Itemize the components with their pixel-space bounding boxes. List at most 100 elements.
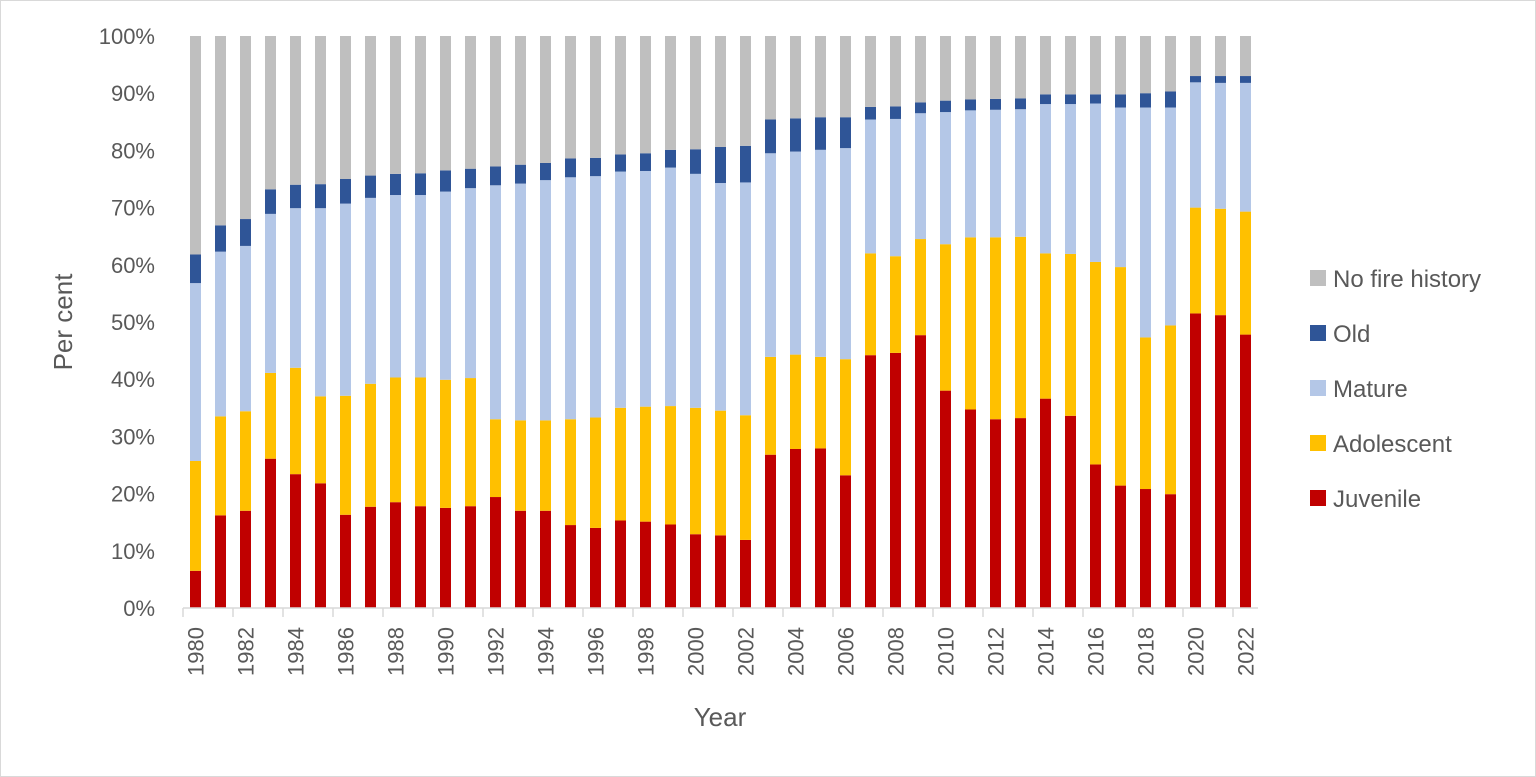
- bar-no-fire-history-2009: [915, 36, 926, 103]
- bar-juvenile-1985: [315, 483, 326, 608]
- bars-layer: [190, 36, 1251, 608]
- bar-juvenile-2001: [715, 535, 726, 608]
- bar-no-fire-history-1980: [190, 36, 201, 255]
- bar-old-2006: [840, 117, 851, 149]
- legend-swatch-adolescent: [1310, 435, 1326, 451]
- bar-no-fire-history-1983: [265, 36, 276, 190]
- legend-swatch-no-fire-history: [1310, 270, 1326, 286]
- x-tick-label: 2012: [984, 627, 1009, 676]
- bar-old-2010: [940, 100, 951, 113]
- bar-no-fire-history-1997: [615, 36, 626, 155]
- bar-old-1981: [215, 225, 226, 252]
- bar-no-fire-history-2022: [1240, 36, 1251, 77]
- x-axis-title: Year: [694, 702, 747, 732]
- bar-old-1990: [440, 170, 451, 192]
- bar-no-fire-history-1982: [240, 36, 251, 220]
- bar-old-2019: [1165, 91, 1176, 108]
- bar-juvenile-1991: [465, 506, 476, 608]
- bar-mature-2005: [815, 149, 826, 357]
- bar-no-fire-history-2004: [790, 36, 801, 119]
- bar-juvenile-2015: [1065, 415, 1076, 608]
- bar-juvenile-2009: [915, 335, 926, 608]
- x-tick-label: 1986: [334, 627, 359, 676]
- bar-adolescent-1982: [240, 411, 251, 511]
- bar-juvenile-1995: [565, 525, 576, 608]
- bar-no-fire-history-1996: [590, 36, 601, 158]
- bar-no-fire-history-2017: [1115, 36, 1126, 95]
- bar-mature-2012: [990, 109, 1001, 238]
- bar-juvenile-2008: [890, 352, 901, 608]
- bar-mature-2021: [1215, 82, 1226, 209]
- bar-juvenile-1997: [615, 520, 626, 608]
- bar-no-fire-history-1994: [540, 36, 551, 163]
- bar-old-2004: [790, 118, 801, 152]
- bar-adolescent-2017: [1115, 267, 1126, 486]
- bar-mature-2003: [765, 153, 776, 357]
- bar-adolescent-2004: [790, 354, 801, 449]
- bar-adolescent-1988: [390, 377, 401, 503]
- y-axis: 0% 10% 20% 30% 40% 50% 60% 70% 80% 90% 100%: [99, 24, 155, 621]
- bar-mature-2000: [690, 173, 701, 408]
- bar-no-fire-history-2010: [940, 36, 951, 101]
- bar-mature-1980: [190, 283, 201, 461]
- bar-no-fire-history-1987: [365, 36, 376, 176]
- bar-mature-2008: [890, 118, 901, 257]
- bar-old-1998: [640, 153, 651, 171]
- bar-no-fire-history-1993: [515, 36, 526, 165]
- bar-juvenile-1989: [415, 506, 426, 608]
- bar-juvenile-1988: [390, 502, 401, 608]
- bar-no-fire-history-1986: [340, 36, 351, 179]
- bar-mature-2006: [840, 148, 851, 360]
- bar-old-1985: [315, 184, 326, 209]
- bar-old-1984: [290, 184, 301, 209]
- x-tick-label: 2018: [1134, 627, 1159, 676]
- bar-no-fire-history-2021: [1215, 36, 1226, 77]
- bar-mature-2022: [1240, 82, 1251, 212]
- bar-adolescent-1990: [440, 379, 451, 508]
- x-tick-label: 2006: [834, 627, 859, 676]
- bar-adolescent-1991: [465, 378, 476, 507]
- bar-no-fire-history-2012: [990, 36, 1001, 99]
- bar-no-fire-history-2016: [1090, 36, 1101, 95]
- bar-mature-1986: [340, 203, 351, 396]
- bar-no-fire-history-2002: [740, 36, 751, 146]
- y-tick-label: 20%: [111, 482, 155, 507]
- bar-adolescent-1981: [215, 416, 226, 516]
- bar-mature-2009: [915, 113, 926, 240]
- bar-no-fire-history-1985: [315, 36, 326, 185]
- bar-mature-2020: [1190, 82, 1201, 208]
- bar-juvenile-2021: [1215, 315, 1226, 608]
- bar-old-1983: [265, 189, 276, 214]
- x-tick-label: 1988: [384, 627, 409, 676]
- bar-old-1994: [540, 162, 551, 181]
- x-tick-label: 1994: [534, 627, 559, 676]
- y-axis-title: Per cent: [48, 273, 78, 371]
- bar-adolescent-2013: [1015, 236, 1026, 419]
- bar-old-2020: [1190, 76, 1201, 83]
- bar-mature-1992: [490, 185, 501, 420]
- bar-no-fire-history-1992: [490, 36, 501, 167]
- bar-old-1993: [515, 164, 526, 184]
- x-axis: 1980 1982 1984 1986 1988 1990 1992 1994 1996 1998…: [182, 607, 1259, 676]
- bar-juvenile-2007: [865, 355, 876, 608]
- bar-old-2012: [990, 98, 1001, 110]
- bar-mature-2015: [1065, 104, 1076, 254]
- bar-mature-2014: [1040, 104, 1051, 254]
- x-tick-label: 2004: [784, 627, 809, 676]
- x-tick-label: 2008: [884, 627, 909, 676]
- bar-adolescent-1984: [290, 367, 301, 475]
- legend: No fire history Old Mature Adolescent Juveni…: [1310, 266, 1481, 513]
- bar-no-fire-history-2020: [1190, 36, 1201, 77]
- bar-old-1982: [240, 219, 251, 246]
- bar-no-fire-history-2001: [715, 36, 726, 147]
- bar-adolescent-2003: [765, 356, 776, 455]
- bar-mature-1996: [590, 176, 601, 418]
- bar-no-fire-history-2011: [965, 36, 976, 100]
- y-tick-label: 50%: [111, 310, 155, 335]
- bar-adolescent-2005: [815, 356, 826, 449]
- bar-mature-1983: [265, 213, 276, 373]
- bar-no-fire-history-1999: [665, 36, 676, 150]
- bar-old-2002: [740, 145, 751, 183]
- bar-adolescent-1986: [340, 395, 351, 515]
- bar-old-1986: [340, 179, 351, 204]
